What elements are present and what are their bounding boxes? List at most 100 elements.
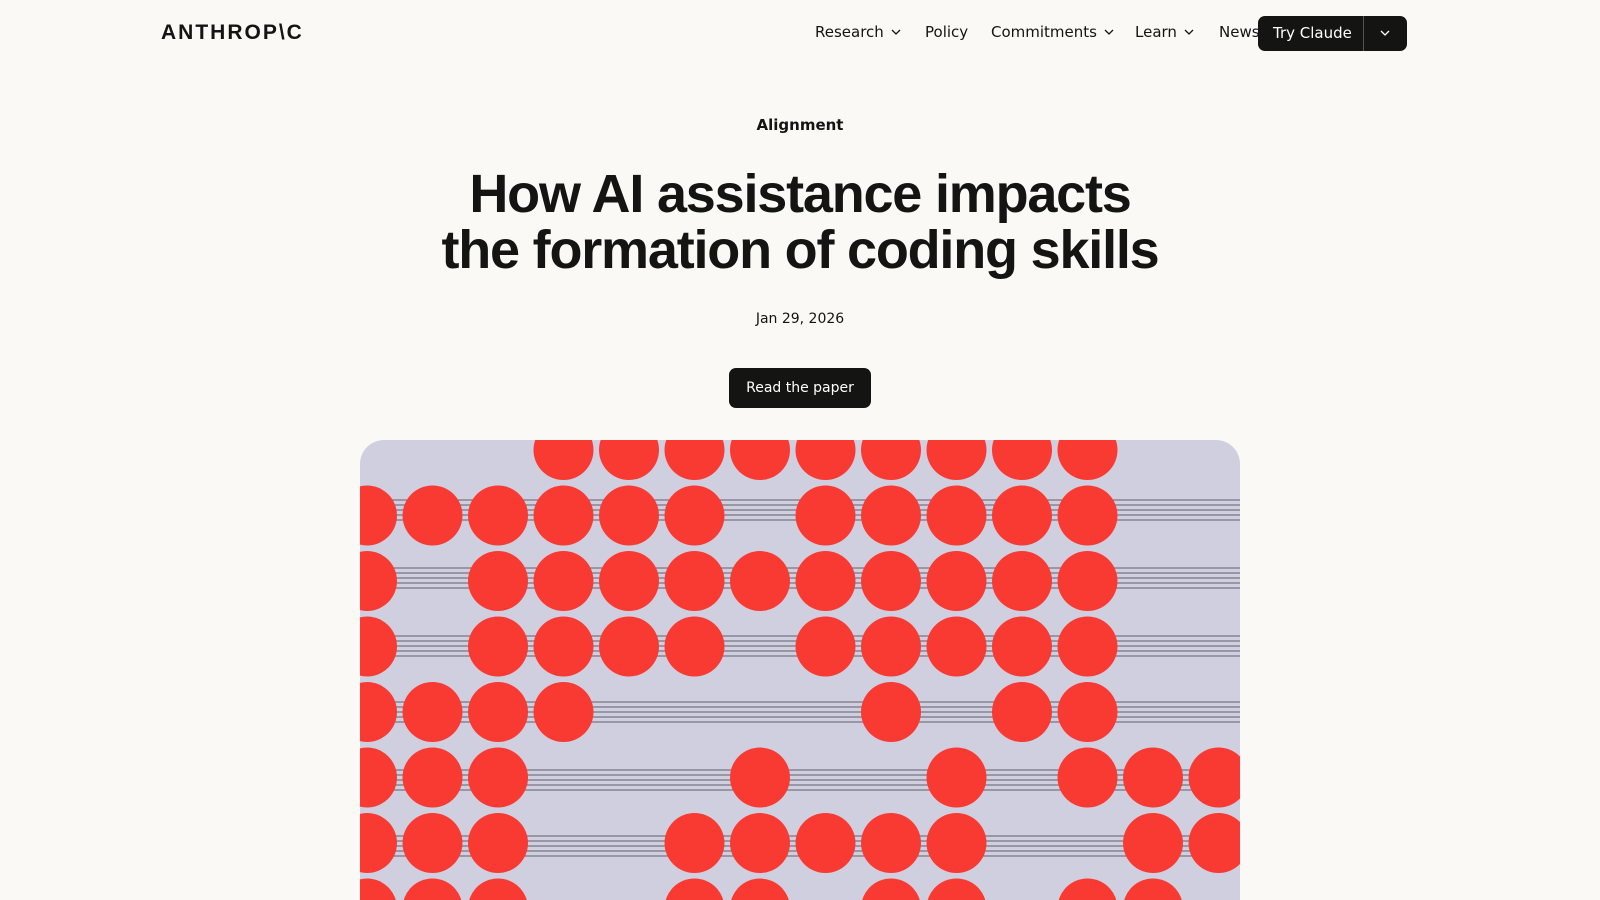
red-dot — [926, 813, 987, 873]
red-dot — [926, 485, 987, 546]
red-dot — [730, 747, 790, 808]
nav-item[interactable]: Commitments — [991, 23, 1115, 41]
red-dot — [664, 485, 725, 546]
nav-item[interactable]: Policy — [925, 23, 968, 41]
nav-item[interactable]: Learn — [1135, 23, 1195, 41]
red-dot — [1057, 551, 1118, 611]
red-dot — [730, 813, 790, 873]
red-dot — [664, 551, 725, 611]
chevron — [891, 29, 901, 35]
red-dot — [1057, 485, 1118, 546]
chevron — [1104, 29, 1114, 35]
divider — [1363, 16, 1364, 51]
red-dot — [861, 440, 921, 480]
red-dot — [360, 878, 397, 900]
red-dot — [533, 485, 594, 546]
red-dot — [1057, 616, 1118, 677]
red-dot — [1188, 747, 1240, 808]
cta-button[interactable]: Try Claude — [1258, 16, 1407, 51]
red-dot — [1123, 747, 1183, 808]
red-dot — [926, 878, 987, 900]
red-dot — [468, 682, 528, 742]
nav-item[interactable]: Research — [815, 23, 902, 41]
red-dot — [599, 440, 659, 480]
nav-label[interactable]: Commitments — [991, 23, 1097, 41]
category[interactable]: Alignment — [756, 116, 844, 134]
red-dot — [360, 616, 397, 677]
red-dot — [730, 878, 790, 900]
red-dot — [795, 551, 856, 611]
red-dot — [402, 747, 463, 808]
cta-label[interactable]: Try Claude — [1273, 24, 1352, 42]
red-dot — [795, 813, 856, 873]
red-dot — [402, 682, 463, 742]
red-dot — [468, 616, 528, 677]
red-dot — [861, 682, 921, 742]
red-dot — [926, 616, 987, 677]
red-dot — [468, 551, 528, 611]
red-dot — [664, 616, 725, 677]
red-dot — [360, 551, 397, 611]
red-dot — [1057, 747, 1118, 808]
red-dot — [360, 682, 397, 742]
red-dot — [360, 485, 397, 546]
red-dot — [360, 813, 397, 873]
red-dot — [992, 682, 1052, 742]
nav-label[interactable]: Research — [815, 23, 884, 41]
red-dot — [402, 813, 463, 873]
title-line: How AI assistance impacts — [469, 164, 1131, 224]
red-dot — [402, 878, 463, 900]
red-dot — [599, 485, 659, 546]
red-dot — [926, 440, 987, 480]
title: How AI assistance impacts the formation o… — [0, 166, 1600, 278]
red-dot — [468, 485, 528, 546]
red-dot — [926, 551, 987, 611]
chevron — [1184, 29, 1194, 35]
red-dot — [468, 747, 528, 808]
red-dot — [730, 440, 790, 480]
red-dot — [664, 878, 725, 900]
red-dot — [861, 813, 921, 873]
red-dot — [664, 440, 725, 480]
nav-label[interactable]: News — [1219, 23, 1260, 41]
red-dot — [664, 813, 725, 873]
red-dot — [468, 813, 528, 873]
red-dot — [1057, 682, 1118, 742]
red-dot — [533, 551, 594, 611]
chevron[interactable] — [1379, 27, 1391, 39]
red-dot — [992, 440, 1052, 480]
red-dot — [795, 440, 856, 480]
red-dot — [1188, 813, 1240, 873]
red-dot — [730, 551, 790, 611]
red-dot — [1057, 440, 1118, 480]
red-dot — [861, 485, 921, 546]
red-dot — [861, 616, 921, 677]
hero-image — [360, 440, 1240, 900]
red-dot — [992, 551, 1052, 611]
red-dot — [1057, 878, 1118, 900]
red-dot — [861, 878, 921, 900]
red-dot — [468, 878, 528, 900]
nav-item[interactable]: News — [1219, 23, 1260, 41]
red-dot — [1123, 813, 1183, 873]
red-dot — [1123, 878, 1183, 900]
red-dot — [360, 747, 397, 808]
red-dot — [861, 551, 921, 611]
red-dot — [599, 551, 659, 611]
logo[interactable]: ANTHROP\C — [161, 21, 304, 44]
red-dot — [402, 485, 463, 546]
date: Jan 29, 2026 — [755, 311, 845, 327]
red-dot — [926, 747, 987, 808]
nav-label[interactable]: Learn — [1135, 23, 1177, 41]
red-dot — [992, 616, 1052, 677]
read-paper-button[interactable]: Read the paper — [729, 368, 871, 408]
red-dot — [533, 616, 594, 677]
red-dot — [992, 485, 1052, 546]
nav-label[interactable]: Policy — [925, 23, 969, 41]
red-dot — [795, 485, 856, 546]
red-dot — [599, 616, 659, 677]
red-dot — [795, 616, 856, 677]
title-line: the formation of coding skills — [441, 220, 1159, 280]
red-dot — [533, 440, 594, 480]
